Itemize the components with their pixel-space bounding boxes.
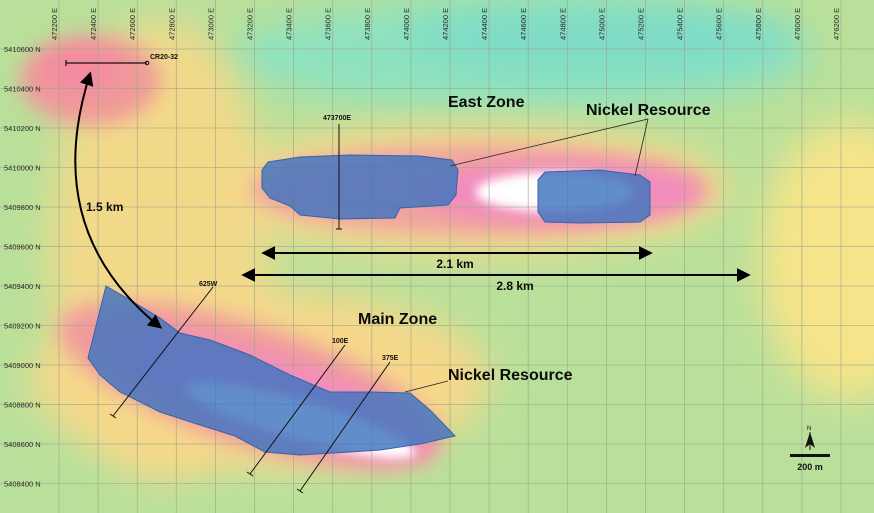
easting-tick-label: 475600 E	[715, 8, 724, 40]
easting-tick-label: 473400 E	[285, 8, 294, 40]
northing-tick-labels: 5410600 N 5410400 N 5410200 N 5410000 N 5409…	[4, 45, 41, 489]
northing-tick-label: 5409400 N	[4, 282, 41, 291]
easting-tick-label: 475800 E	[754, 8, 763, 40]
easting-tick-label: 472800 E	[167, 8, 176, 40]
distance-label-2-8km: 2.8 km	[496, 279, 533, 293]
northing-tick-label: 5410400 N	[4, 85, 41, 94]
easting-tick-label: 473600 E	[324, 8, 333, 40]
main-resource-body	[87, 285, 456, 456]
easting-tick-label: 472200 E	[50, 8, 59, 40]
drill-hole-traces	[65, 60, 391, 494]
easting-tick-label: 475400 E	[676, 8, 685, 40]
easting-tick-label: 475000 E	[597, 8, 606, 40]
northing-tick-label: 5409800 N	[4, 203, 41, 212]
northing-tick-label: 5408800 N	[4, 401, 41, 410]
easting-tick-label: 474200 E	[441, 8, 450, 40]
northing-tick-label: 5410000 N	[4, 164, 41, 173]
distance-arrow-1-5km	[74, 71, 163, 329]
easting-tick-label: 472400 E	[89, 8, 98, 40]
easting-tick-label: 473200 E	[246, 8, 255, 40]
northing-tick-label: 5409000 N	[4, 361, 41, 370]
east-resource-west-body	[261, 154, 459, 220]
easting-tick-labels: 472200 E 472400 E 472600 E 472800 E 473000 E…	[50, 8, 841, 40]
north-label: N	[807, 426, 811, 432]
drill-hole-label-375e: 375E	[382, 355, 399, 362]
drill-hole-label-cr20-32: CR20-32	[150, 54, 178, 61]
distance-label-1-5km: 1.5 km	[86, 200, 123, 214]
drill-hole-label-625w: 625W	[199, 281, 218, 288]
main-nickel-resource-label: Nickel Resource	[448, 367, 573, 384]
easting-tick-label: 474800 E	[558, 8, 567, 40]
drill-hole-label-473700e: 473700E	[323, 115, 351, 122]
easting-tick-label: 474000 E	[402, 8, 411, 40]
northing-tick-label: 5409200 N	[4, 322, 41, 331]
main-zone-label: Main Zone	[358, 311, 437, 328]
northing-tick-label: 5408400 N	[4, 480, 41, 489]
north-arrow-icon	[805, 432, 815, 450]
east-zone-label: East Zone	[448, 94, 525, 111]
resource-leader-lines	[404, 118, 649, 393]
easting-tick-label: 476200 E	[832, 8, 841, 40]
easting-tick-label: 474400 E	[480, 8, 489, 40]
easting-tick-label: 473800 E	[363, 8, 372, 40]
distance-label-2-1km: 2.1 km	[436, 257, 473, 271]
northing-tick-label: 5410200 N	[4, 124, 41, 133]
easting-tick-label: 472600 E	[128, 8, 137, 40]
easting-tick-label: 473000 E	[206, 8, 215, 40]
northing-tick-label: 5410600 N	[4, 45, 41, 54]
northing-tick-label: 5408600 N	[4, 440, 41, 449]
easting-tick-label: 475200 E	[637, 8, 646, 40]
drill-hole-label-100e: 100E	[332, 338, 349, 345]
distance-arrows	[74, 71, 751, 329]
east-nickel-resource-label: Nickel Resource	[586, 102, 711, 119]
easting-tick-label: 474600 E	[519, 8, 528, 40]
east-resource-east-body	[537, 169, 651, 224]
easting-tick-label: 476000 E	[793, 8, 802, 40]
northing-tick-label: 5409600 N	[4, 243, 41, 252]
scale-bar	[790, 454, 830, 457]
scale-bar-label: 200 m	[797, 462, 823, 472]
